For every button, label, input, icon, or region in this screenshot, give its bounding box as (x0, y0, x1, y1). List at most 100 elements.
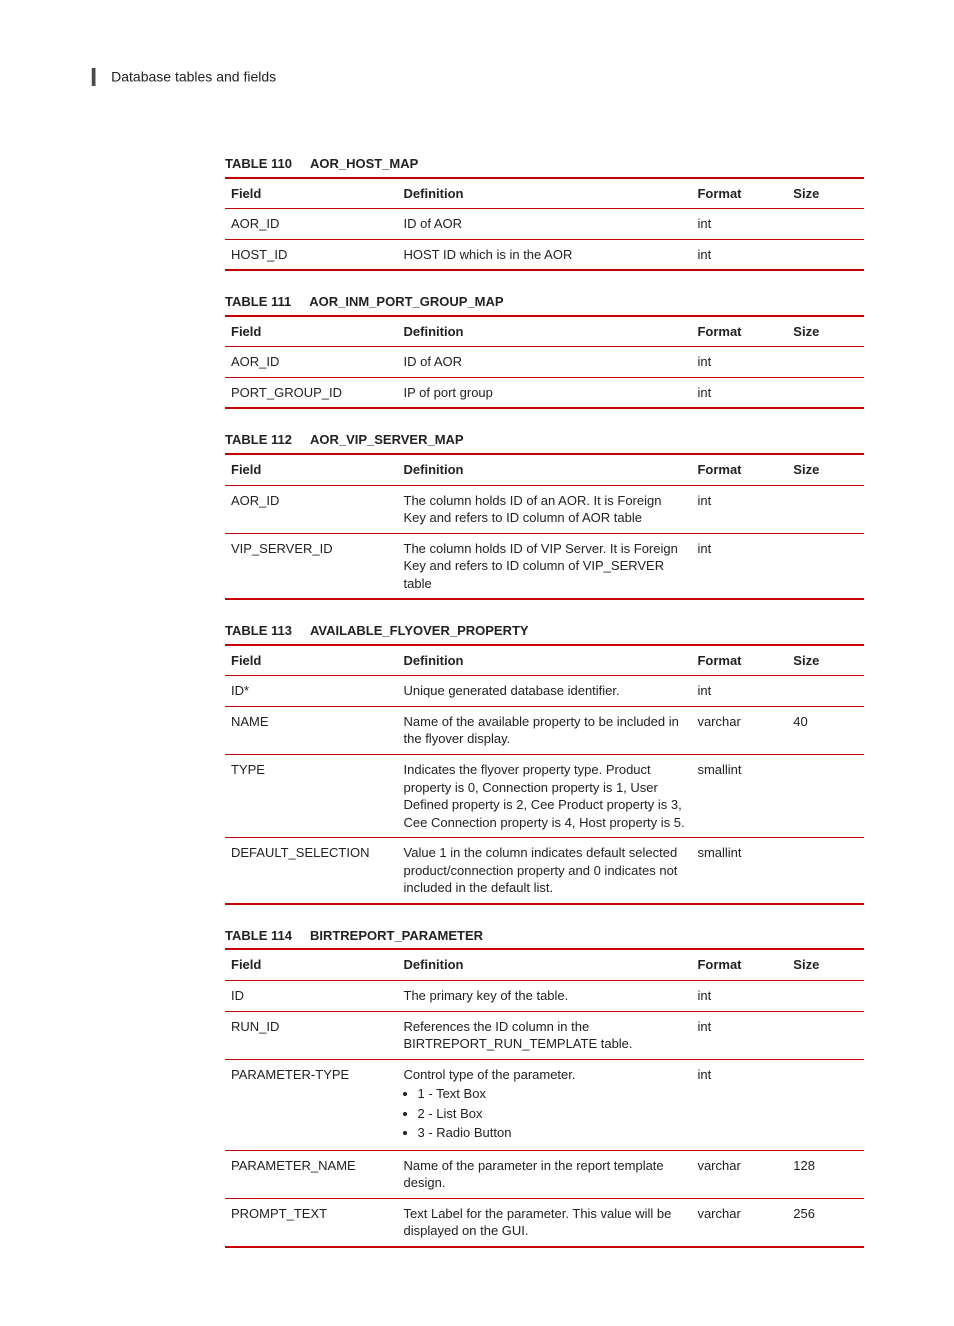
cell-field: HOST_ID (225, 239, 398, 270)
col-format: Format (691, 454, 787, 485)
cell-size: 256 (787, 1198, 864, 1247)
table-row: PARAMETER-TYPEControl type of the parame… (225, 1059, 864, 1150)
table-row: AOR_IDThe column holds ID of an AOR. It … (225, 485, 864, 533)
cell-format: int (691, 1011, 787, 1059)
cell-definition: References the ID column in the BIRTREPO… (398, 1011, 692, 1059)
table-label: TABLE 114 (225, 928, 292, 943)
table-label: TABLE 110 (225, 156, 292, 171)
cell-format: smallint (691, 838, 787, 904)
cell-definition: Indicates the flyover property type. Pro… (398, 755, 692, 838)
bullet-list: 1 - Text Box2 - List Box3 - Radio Button (418, 1085, 686, 1142)
col-field: Field (225, 316, 398, 347)
col-size: Size (787, 316, 864, 347)
cell-format: varchar (691, 706, 787, 754)
col-field: Field (225, 949, 398, 980)
table-name: AOR_HOST_MAP (310, 156, 418, 171)
table-row: VIP_SERVER_IDThe column holds ID of VIP … (225, 533, 864, 599)
data-table: Field Definition Format Size ID*Unique g… (225, 644, 864, 905)
data-table: Field Definition Format Size IDThe prima… (225, 948, 864, 1248)
cell-size (787, 838, 864, 904)
page-header: I Database tables and fields (90, 60, 864, 95)
table-title: TABLE 113 AVAILABLE_FLYOVER_PROPERTY (225, 622, 864, 640)
cell-size (787, 485, 864, 533)
cell-format: int (691, 980, 787, 1011)
cell-definition: Control type of the parameter.1 - Text B… (398, 1059, 692, 1150)
data-table: Field Definition Format Size AOR_IDID of… (225, 315, 864, 410)
table-row: RUN_IDReferences the ID column in the BI… (225, 1011, 864, 1059)
col-def: Definition (398, 949, 692, 980)
bullet-item: 3 - Radio Button (418, 1124, 686, 1142)
cell-size: 128 (787, 1150, 864, 1198)
table-row: AOR_IDID of AORint (225, 347, 864, 378)
cell-field: NAME (225, 706, 398, 754)
table-row: NAMEName of the available property to be… (225, 706, 864, 754)
cell-definition: Value 1 in the column indicates default … (398, 838, 692, 904)
cell-field: DEFAULT_SELECTION (225, 838, 398, 904)
cell-size (787, 1059, 864, 1150)
table-label: TABLE 113 (225, 623, 292, 638)
table-name: AOR_INM_PORT_GROUP_MAP (309, 294, 503, 309)
table-row: ID*Unique generated database identifier.… (225, 676, 864, 707)
table-row: PARAMETER_NAMEName of the parameter in t… (225, 1150, 864, 1198)
cell-size (787, 239, 864, 270)
cell-format: int (691, 209, 787, 240)
col-field: Field (225, 178, 398, 209)
cell-definition: The column holds ID of VIP Server. It is… (398, 533, 692, 599)
table-name: BIRTREPORT_PARAMETER (310, 928, 483, 943)
col-def: Definition (398, 178, 692, 209)
table-name: AVAILABLE_FLYOVER_PROPERTY (310, 623, 529, 638)
cell-field: AOR_ID (225, 485, 398, 533)
table-label: TABLE 112 (225, 432, 292, 447)
table-row: DEFAULT_SELECTIONValue 1 in the column i… (225, 838, 864, 904)
cell-format: int (691, 1059, 787, 1150)
table-row: AOR_IDID of AORint (225, 209, 864, 240)
cell-format: smallint (691, 755, 787, 838)
cell-definition: Text Label for the parameter. This value… (398, 1198, 692, 1247)
col-def: Definition (398, 454, 692, 485)
table-title: TABLE 110 AOR_HOST_MAP (225, 155, 864, 173)
cell-field: PARAMETER-TYPE (225, 1059, 398, 1150)
table-title: TABLE 114 BIRTREPORT_PARAMETER (225, 927, 864, 945)
bullet-item: 2 - List Box (418, 1105, 686, 1123)
col-format: Format (691, 178, 787, 209)
cell-definition: Name of the parameter in the report temp… (398, 1150, 692, 1198)
cell-format: int (691, 676, 787, 707)
cell-field: PROMPT_TEXT (225, 1198, 398, 1247)
cell-size (787, 676, 864, 707)
cell-definition: The column holds ID of an AOR. It is For… (398, 485, 692, 533)
cell-field: ID (225, 980, 398, 1011)
cell-format: int (691, 377, 787, 408)
cell-definition: ID of AOR (398, 209, 692, 240)
cell-field: RUN_ID (225, 1011, 398, 1059)
cell-field: AOR_ID (225, 209, 398, 240)
table-title: TABLE 112 AOR_VIP_SERVER_MAP (225, 431, 864, 449)
col-size: Size (787, 949, 864, 980)
table-row: TYPEIndicates the flyover property type.… (225, 755, 864, 838)
cell-size (787, 755, 864, 838)
cell-format: int (691, 485, 787, 533)
table-label: TABLE 111 (225, 294, 291, 309)
cell-format: int (691, 239, 787, 270)
page-title: Database tables and fields (111, 68, 276, 84)
cell-field: TYPE (225, 755, 398, 838)
cell-format: varchar (691, 1198, 787, 1247)
col-def: Definition (398, 645, 692, 676)
table-name: AOR_VIP_SERVER_MAP (310, 432, 464, 447)
data-table: Field Definition Format Size AOR_IDThe c… (225, 453, 864, 600)
col-size: Size (787, 645, 864, 676)
cell-size (787, 980, 864, 1011)
cell-size (787, 347, 864, 378)
col-size: Size (787, 178, 864, 209)
cell-definition: ID of AOR (398, 347, 692, 378)
table-title: TABLE 111 AOR_INM_PORT_GROUP_MAP (225, 293, 864, 311)
cell-size (787, 377, 864, 408)
table-row: HOST_IDHOST ID which is in the AORint (225, 239, 864, 270)
cell-definition: Unique generated database identifier. (398, 676, 692, 707)
col-field: Field (225, 454, 398, 485)
cell-field: ID* (225, 676, 398, 707)
col-size: Size (787, 454, 864, 485)
cell-field: PARAMETER_NAME (225, 1150, 398, 1198)
cell-definition: The primary key of the table. (398, 980, 692, 1011)
cell-definition: HOST ID which is in the AOR (398, 239, 692, 270)
cell-size (787, 209, 864, 240)
